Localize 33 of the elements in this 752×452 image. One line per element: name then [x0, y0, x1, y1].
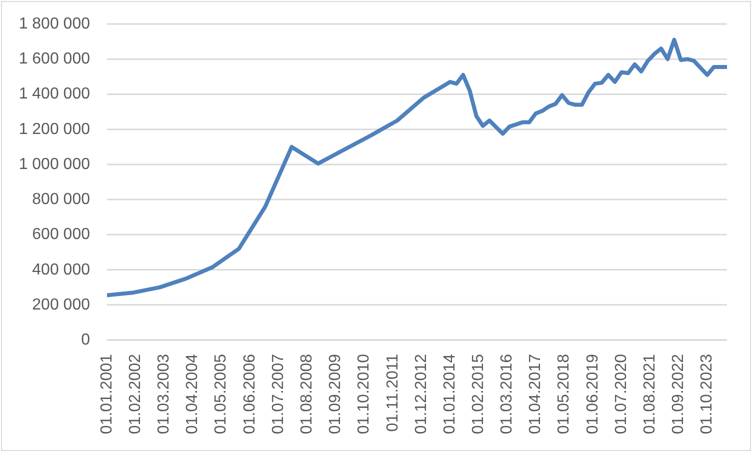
x-tick-label: 01.06.2006: [241, 354, 258, 434]
x-tick-label: 01.06.2019: [584, 354, 602, 434]
y-tick-label: 1 200 000: [18, 120, 90, 138]
x-tick-label: 01.04.2017: [527, 354, 544, 434]
x-tick-label: 01.01.2001: [98, 354, 116, 434]
x-tick-label: 01.09.2022: [670, 354, 688, 434]
y-tick-label: 1 000 000: [18, 156, 90, 173]
x-tick-label: 01.02.2015: [470, 354, 488, 434]
y-tick-label: 800 000: [32, 191, 90, 208]
x-tick-label: 01.03.2016: [498, 354, 516, 434]
x-tick-label: 01.08.2021: [642, 354, 659, 434]
y-tick-label: 1 800 000: [18, 16, 90, 32]
x-tick-label: 01.08.2008: [298, 354, 316, 434]
x-tick-label: 01.05.2018: [556, 354, 573, 434]
y-tick-label: 0: [81, 332, 90, 348]
x-tick-label: 01.07.2020: [612, 354, 630, 434]
y-tick-label: 1 400 000: [18, 86, 90, 103]
x-tick-label: 01.10.2023: [698, 354, 716, 434]
line-series: [107, 38, 727, 298]
x-tick-label: 01.01.2014: [442, 354, 459, 434]
y-tick-label: 200 000: [32, 296, 90, 314]
y-tick-label: 1 600 000: [18, 50, 90, 68]
x-tick-label: 01.10.2010: [356, 354, 373, 434]
x-tick-label: 01.02.2002: [127, 354, 144, 434]
x-tick-label: 01.04.2004: [184, 354, 202, 434]
x-tick-label: 01.07.2007: [270, 354, 287, 434]
x-tick-label: 01.11.2011: [384, 354, 402, 432]
x-tick-label: 01.09.2009: [327, 354, 344, 434]
y-tick-label: 400 000: [32, 261, 90, 278]
x-tick-label: 01.05.2005: [212, 354, 230, 434]
x-tick-label: 01.03.2003: [156, 354, 172, 434]
y-tick-label: 600 000: [32, 226, 90, 244]
x-tick-label: 01.12.2012: [412, 354, 430, 434]
